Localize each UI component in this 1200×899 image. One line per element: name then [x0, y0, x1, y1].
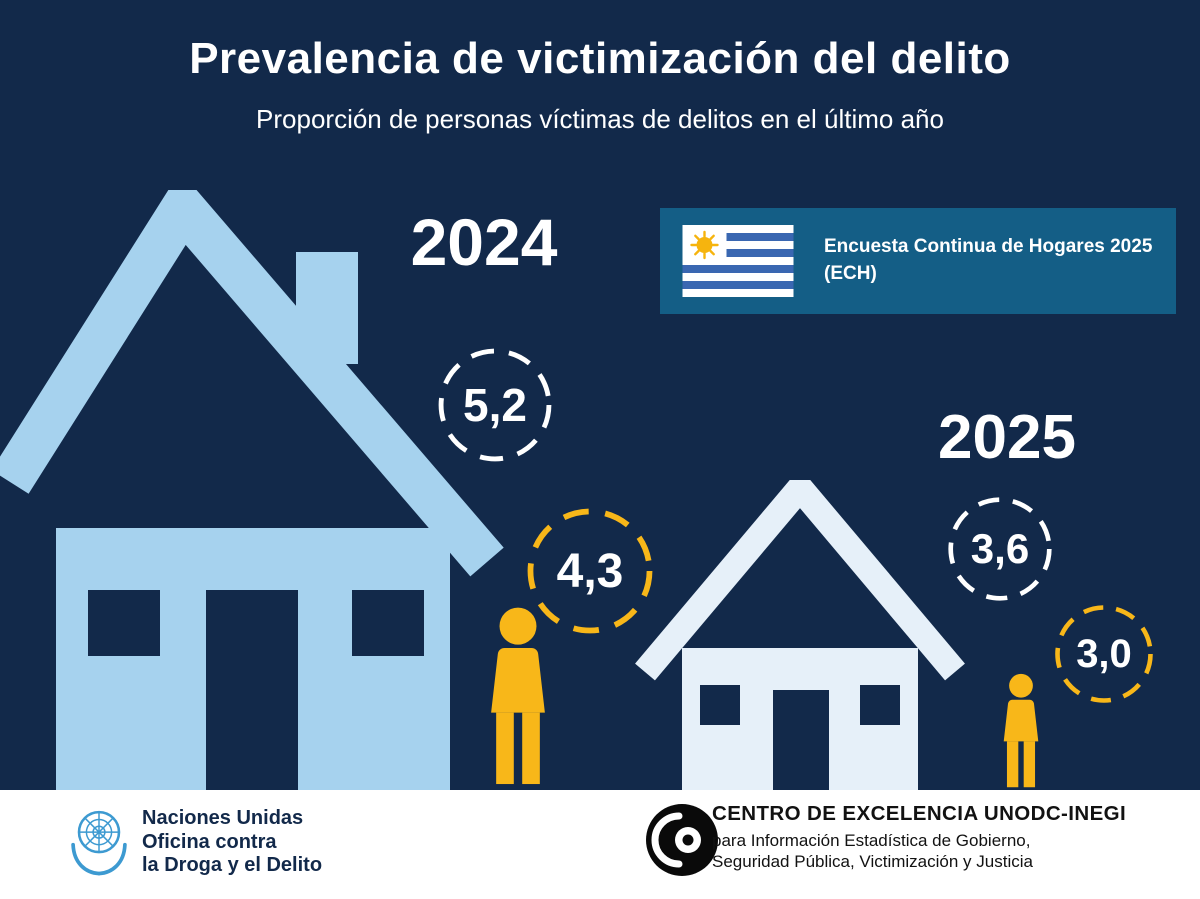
survey-source-label: Encuesta Continua de Hogares 2025 (ECH)	[824, 236, 1153, 284]
house-2025-icon	[635, 480, 965, 790]
stat-circle-2024-house: 5,2	[437, 347, 553, 463]
stat-value-2024-house: 5,2	[463, 379, 527, 431]
un-line-3: la Droga y el Delito	[142, 854, 323, 876]
house-2024-icon	[0, 190, 504, 790]
cde-line-3: Seguridad Pública, Victimización y Justi…	[712, 852, 1033, 871]
yellow-dashed-circle-icon	[527, 508, 653, 634]
stat-value-2025-person: 3,0	[1076, 631, 1132, 676]
uruguay-flag-icon	[682, 225, 794, 297]
page-title: Prevalencia de victimización del delito	[189, 34, 1011, 83]
yellow-dashed-circle-icon	[1055, 605, 1153, 703]
stat-circle-2025-person: 3,0	[1054, 604, 1154, 704]
white-dashed-circle-icon	[948, 497, 1052, 601]
footer-bar: Naciones Unidas Oficina contra la Droga …	[0, 790, 1200, 899]
stat-value-2025-house: 3,6	[970, 525, 1030, 572]
survey-source-box: Encuesta Continua de Hogares 2025 (ECH)	[660, 208, 1176, 314]
cde-line-2: para Información Estadística de Gobierno…	[712, 831, 1031, 850]
person-2024-icon	[491, 607, 545, 785]
stat-circle-2024-person: 4,3	[526, 507, 654, 635]
year-label-2025: 2025	[938, 403, 1076, 472]
year-label-2024: 2024	[410, 205, 558, 279]
white-dashed-circle-icon	[438, 348, 552, 462]
un-line-2: Oficina contra	[142, 830, 277, 853]
un-office-label: Naciones Unidas Oficina contra la Droga …	[142, 807, 322, 878]
un-line-1: Naciones Unidas	[142, 807, 304, 829]
un-emblem-icon	[71, 810, 127, 876]
stat-value-2024-person: 4,3	[556, 544, 624, 598]
person-2025-icon	[1003, 673, 1039, 788]
cde-title: CENTRO DE EXCELENCIA UNODC-INEGI	[712, 802, 1127, 825]
stat-circle-2025-house: 3,6	[947, 496, 1053, 602]
centro-excelencia-logo-icon	[646, 804, 718, 876]
page-subtitle: Proporción de personas víctimas de delit…	[256, 104, 944, 134]
centro-excelencia-label: CENTRO DE EXCELENCIA UNODC-INEGI para In…	[712, 802, 1126, 872]
